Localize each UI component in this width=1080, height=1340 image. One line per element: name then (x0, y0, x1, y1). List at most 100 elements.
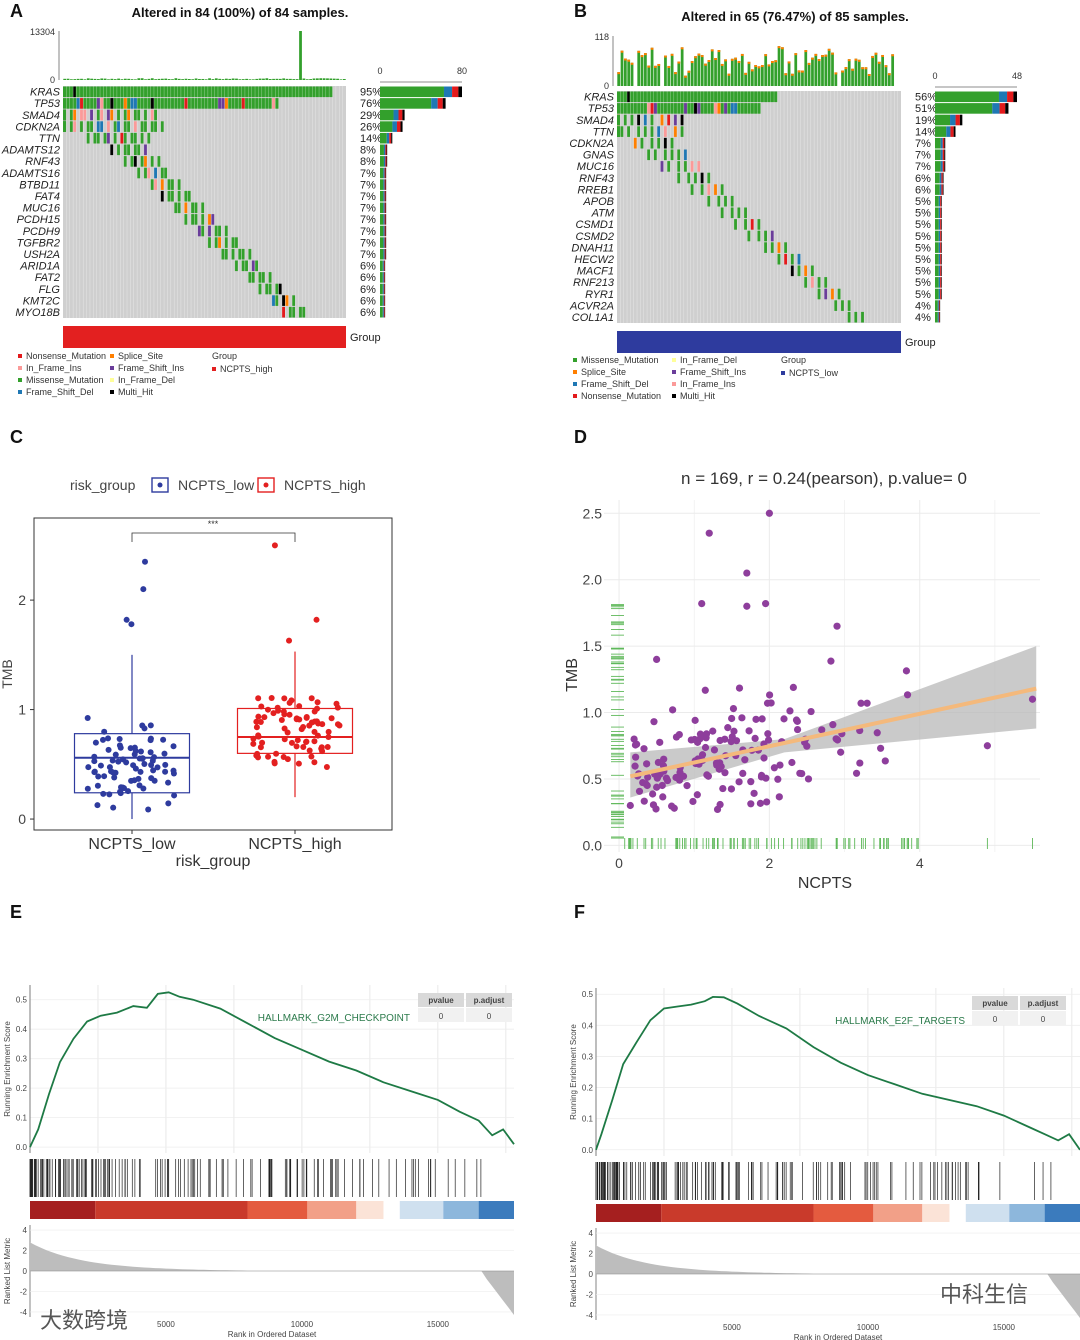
mutation-cell (177, 98, 181, 109)
mutation-cell (817, 288, 821, 300)
mutation-cell (281, 306, 286, 318)
mutation-cell (710, 103, 714, 114)
mutation-cell (106, 109, 110, 121)
tmb-bar (204, 79, 208, 80)
group-legend-swatch (781, 371, 785, 375)
mutation-cell (255, 260, 259, 272)
jitter-point (94, 782, 101, 789)
scatter-point (1028, 695, 1037, 703)
freq-bar (941, 219, 942, 230)
mutation-cell (86, 98, 90, 109)
mutation-cell (623, 103, 628, 114)
mutation-cell (258, 272, 262, 283)
legend-label: Missense_Mutation (581, 355, 659, 365)
tmb-bar (245, 78, 248, 80)
mutation-cell (740, 103, 744, 114)
mutation-cell (160, 179, 164, 190)
mutation-cell (130, 156, 134, 167)
ranked-axis-title: Ranked List Metric (3, 1238, 12, 1304)
mutation-cell (255, 98, 259, 109)
legend-label: In_Frame_Del (680, 355, 737, 365)
legend-swatch (110, 390, 114, 394)
tmb-bar-cap (617, 72, 621, 75)
mutation-cell (650, 114, 654, 126)
table-header: pvalue (428, 996, 454, 1005)
jitter-point (308, 695, 315, 702)
mutation-cell (113, 132, 117, 144)
gene-pct: 14% (915, 126, 937, 138)
tmb-bar (654, 65, 657, 86)
mutation-cell (637, 103, 641, 114)
tmb-bar (194, 78, 198, 80)
gene-pct: 6% (360, 295, 376, 307)
mutation-cell (727, 103, 731, 114)
rank-color-strip (30, 1201, 96, 1219)
gene-pct: 7% (360, 214, 376, 226)
tmb-bar-cap (754, 65, 758, 68)
mutation-cell (244, 260, 248, 272)
jitter-point (161, 750, 168, 757)
freq-bar (939, 184, 942, 195)
tmb-bar (147, 78, 151, 80)
group-legend-label: NCPTS_high (220, 364, 273, 374)
scatter-point (903, 691, 912, 699)
scatter-point (669, 706, 677, 714)
freq-bar (382, 272, 384, 283)
scatter-point (735, 778, 743, 786)
jitter-point (308, 753, 315, 760)
table-value: 0 (439, 1012, 444, 1021)
tmb-bar (262, 78, 265, 80)
freq-bar (946, 126, 951, 137)
tmb-bar (690, 61, 694, 86)
freq-bar (940, 265, 942, 277)
scatter-point (703, 771, 711, 779)
ranked-tick-label: -4 (586, 1311, 594, 1320)
mutation-cell (133, 156, 137, 167)
group-legend-label: NCPTS_low (789, 368, 839, 378)
tmb-bar (630, 62, 634, 86)
tmb-bar (710, 49, 714, 86)
mutation-cell (191, 98, 195, 109)
x-axis-title: NCPTS (798, 875, 852, 892)
freq-bar (944, 161, 946, 172)
mutation-cell (617, 114, 621, 126)
tmb-bar (674, 72, 677, 86)
mutation-cell (214, 237, 218, 248)
tmb-bar (847, 59, 851, 86)
legend-swatch (110, 366, 114, 370)
tmb-bar (107, 79, 110, 80)
scatter-point (852, 769, 861, 777)
ranked-tick-label: -2 (20, 1287, 28, 1296)
mutation-cell (268, 283, 272, 295)
y-tick-label: 0.5 (582, 990, 594, 999)
tmb-bar-cap (770, 61, 774, 64)
mutation-cell (278, 283, 282, 295)
tmb-bar (86, 78, 90, 80)
gene-pct: 5% (915, 277, 931, 289)
table-header: p.adjust (1028, 999, 1059, 1008)
mutation-cell (113, 121, 117, 132)
panel-label-e: E (10, 902, 22, 922)
jitter-point (296, 703, 303, 710)
y-tick-label: 0.0 (582, 1146, 594, 1155)
jitter-point (91, 758, 98, 765)
group-bar (63, 326, 346, 348)
freq-bar (944, 137, 946, 149)
tmb-bar-cap (877, 61, 881, 64)
mutation-cell (238, 98, 242, 109)
tmb-bar (214, 78, 218, 80)
tmb-bar (724, 59, 727, 86)
rank-color-strip (661, 1204, 814, 1222)
scatter-point (770, 764, 778, 772)
tmb-bar (278, 78, 282, 80)
gene-label: MUC16 (577, 161, 615, 173)
freq-axis-min: 0 (377, 66, 382, 76)
tmb-bar (697, 53, 701, 86)
freq-axis-min: 0 (932, 71, 937, 81)
mutation-cell (667, 161, 671, 172)
scatter-point (750, 789, 758, 797)
scatter-point (745, 727, 753, 735)
tmb-bar-cap (650, 47, 654, 50)
mutation-cell (673, 114, 677, 126)
tmb-bar (777, 46, 781, 86)
